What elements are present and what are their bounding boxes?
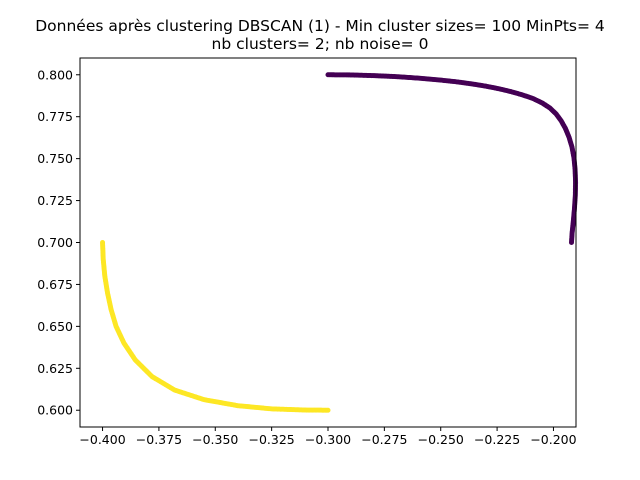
y-tick-label: 0.625 <box>37 361 73 376</box>
y-tick-label: 0.775 <box>37 109 73 124</box>
cluster-1-points <box>100 240 330 413</box>
y-tick-label: 0.675 <box>37 277 73 292</box>
cluster-0-points <box>326 72 579 245</box>
x-tick-label: −0.275 <box>361 432 407 447</box>
x-tick-label: −0.325 <box>249 432 295 447</box>
y-tick-label: 0.800 <box>37 67 73 82</box>
y-tick-label: 0.700 <box>37 235 73 250</box>
plot-frame <box>80 58 576 427</box>
y-tick-label: 0.650 <box>37 319 73 334</box>
x-tick-label: −0.200 <box>530 432 576 447</box>
x-tick-label: −0.300 <box>305 432 351 447</box>
points-layer <box>100 72 578 412</box>
x-tick-label: −0.250 <box>418 432 464 447</box>
x-tick-label: −0.375 <box>136 432 182 447</box>
y-tick-label: 0.725 <box>37 193 73 208</box>
y-axis: 0.600 0.625 0.650 0.675 0.700 0.725 0.750 0.775… <box>37 67 80 417</box>
x-tick-label: −0.400 <box>79 432 125 447</box>
y-tick-label: 0.750 <box>37 151 73 166</box>
y-tick-label: 0.600 <box>37 403 73 418</box>
data-point <box>569 240 574 245</box>
data-point <box>326 408 331 413</box>
x-axis: −0.400 −0.375 −0.350 −0.325 −0.300 −0.275 −0.2… <box>79 427 576 447</box>
x-tick-label: −0.350 <box>192 432 238 447</box>
x-tick-label: −0.225 <box>474 432 520 447</box>
